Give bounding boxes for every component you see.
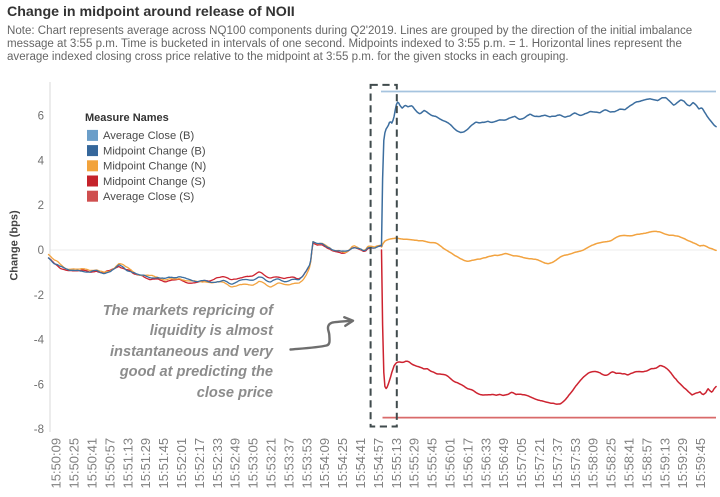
svg-text:Midpoint Change (N): Midpoint Change (N)	[103, 161, 206, 173]
svg-text:15:58:57: 15:58:57	[639, 438, 654, 489]
svg-text:15:50:57: 15:50:57	[102, 438, 117, 489]
svg-text:-2: -2	[34, 290, 44, 302]
svg-text:15:56:49: 15:56:49	[496, 438, 511, 489]
svg-text:15:51:45: 15:51:45	[156, 438, 171, 489]
svg-text:Measure Names: Measure Names	[85, 112, 169, 124]
svg-text:15:58:09: 15:58:09	[586, 438, 601, 489]
svg-text:15:54:41: 15:54:41	[353, 438, 368, 489]
svg-text:15:57:21: 15:57:21	[532, 438, 547, 489]
svg-text:15:51:29: 15:51:29	[138, 438, 153, 489]
svg-text:15:58:41: 15:58:41	[622, 438, 637, 489]
svg-text:15:56:17: 15:56:17	[460, 438, 475, 489]
svg-text:15:52:49: 15:52:49	[228, 438, 243, 489]
svg-text:Midpoint Change (B): Midpoint Change (B)	[103, 145, 206, 157]
svg-text:-8: -8	[34, 424, 44, 436]
svg-text:15:59:45: 15:59:45	[693, 438, 708, 489]
svg-text:15:59:13: 15:59:13	[657, 438, 672, 489]
svg-text:15:51:13: 15:51:13	[120, 438, 135, 489]
svg-text:15:50:09: 15:50:09	[49, 438, 64, 489]
svg-text:15:54:25: 15:54:25	[335, 438, 350, 489]
svg-text:15:50:41: 15:50:41	[85, 438, 100, 489]
svg-text:15:53:21: 15:53:21	[264, 438, 279, 489]
svg-text:15:58:25: 15:58:25	[604, 438, 619, 489]
svg-text:-4: -4	[34, 335, 45, 347]
svg-text:Average Close (S): Average Close (S)	[103, 191, 194, 203]
svg-text:15:53:53: 15:53:53	[299, 438, 314, 489]
svg-text:Average Close (B): Average Close (B)	[103, 130, 194, 142]
svg-text:15:57:37: 15:57:37	[550, 438, 565, 489]
svg-text:Change (bps): Change (bps)	[8, 210, 20, 281]
svg-text:15:52:33: 15:52:33	[210, 438, 225, 489]
svg-text:15:52:17: 15:52:17	[192, 438, 207, 489]
svg-text:4: 4	[38, 155, 45, 167]
svg-text:15:52:01: 15:52:01	[174, 438, 189, 489]
svg-text:15:54:09: 15:54:09	[317, 438, 332, 489]
svg-text:15:54:57: 15:54:57	[371, 438, 386, 489]
svg-text:-6: -6	[34, 379, 44, 391]
svg-text:0: 0	[38, 245, 44, 257]
svg-text:15:50:25: 15:50:25	[67, 438, 82, 489]
svg-text:15:55:45: 15:55:45	[425, 438, 440, 489]
svg-text:6: 6	[38, 111, 44, 123]
svg-text:15:55:29: 15:55:29	[407, 438, 422, 489]
svg-text:15:53:37: 15:53:37	[281, 438, 296, 489]
svg-text:15:56:01: 15:56:01	[443, 438, 458, 489]
svg-text:15:57:05: 15:57:05	[514, 438, 529, 489]
svg-text:15:57:53: 15:57:53	[568, 438, 583, 489]
svg-text:15:53:05: 15:53:05	[246, 438, 261, 489]
svg-text:2: 2	[38, 200, 44, 212]
svg-text:15:55:13: 15:55:13	[389, 438, 404, 489]
svg-text:15:56:33: 15:56:33	[478, 438, 493, 489]
svg-text:15:59:29: 15:59:29	[675, 438, 690, 489]
svg-text:Midpoint Change (S): Midpoint Change (S)	[103, 176, 206, 188]
